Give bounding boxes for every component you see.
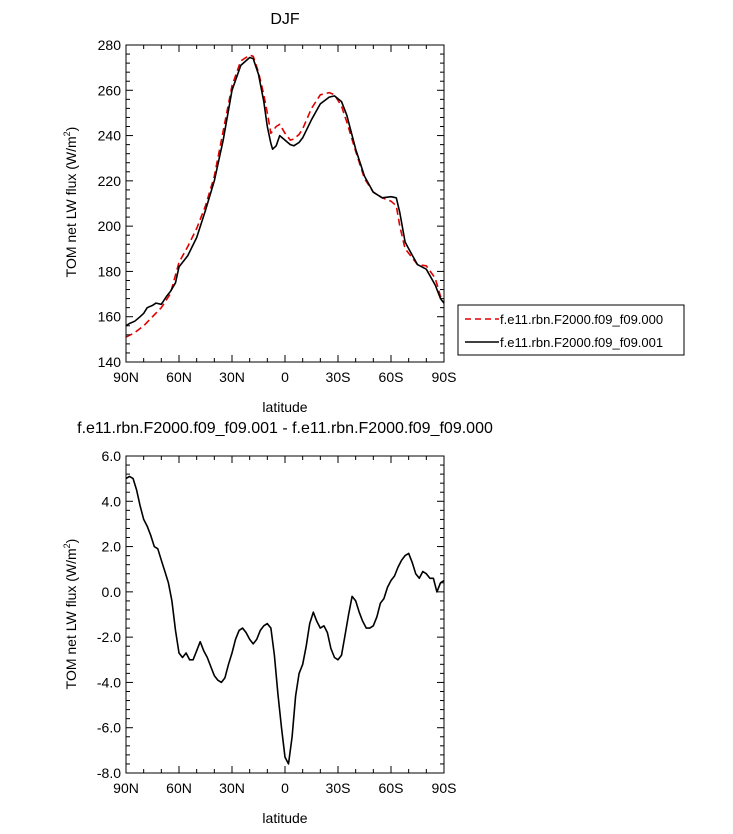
bottom-panel-y-axis-label-sup: 2	[62, 543, 72, 548]
bottom-panel-y-axis-label: TOM net LW flux (W/m2)	[62, 539, 79, 690]
bottom-panel-x-tick-label: 90S	[432, 780, 457, 796]
legend-box	[457, 304, 685, 356]
legend: f.e11.rbn.F2000.f09_f09.000 f.e11.rbn.F2…	[457, 304, 685, 356]
top-panel-x-tick-label: 60S	[379, 369, 404, 385]
bottom-panel-y-tick-label: 0.0	[102, 584, 122, 600]
top-panel-y-tick-label: 260	[98, 82, 122, 98]
top-panel-frame	[125, 44, 445, 363]
bottom-panel-y-tick-label: 4.0	[102, 493, 122, 509]
bottom-panel-y-axis-label-close: )	[63, 539, 79, 544]
legend-label-series-000: f.e11.rbn.F2000.f09_f09.000	[500, 312, 663, 327]
bottom-panel-x-tick-label: 30S	[326, 780, 351, 796]
bottom-panel-y-tick-label: -8.0	[97, 765, 121, 781]
top-panel: DJF 90N 60N 30N 0 30S 60S 90S 140 160 180 200 220 24…	[62, 11, 685, 415]
top-panel-y-tick-label: 220	[98, 173, 122, 189]
bottom-panel-y-tick-label: -2.0	[97, 629, 121, 645]
bottom-panel-ticks: 90N 60N 30N 0 30S 60S 90S -8.0 -6.0 -4.0 -2.0 0.0 2.…	[97, 448, 457, 796]
top-panel-y-tick-label: 280	[98, 37, 122, 53]
bottom-panel-y-tick-label: 2.0	[102, 539, 122, 555]
top-panel-x-tick-label: 0	[281, 369, 289, 385]
bottom-panel: f.e11.rbn.F2000.f09_f09.001 - f.e11.rbn.…	[62, 420, 493, 826]
bottom-panel-x-tick-label: 0	[281, 780, 289, 796]
top-panel-title: DJF	[270, 11, 300, 28]
top-panel-y-tick-label: 240	[98, 128, 122, 144]
top-panel-y-tick-label: 180	[98, 263, 122, 279]
bottom-panel-x-tick-label: 90N	[113, 780, 139, 796]
top-panel-ticks: 90N 60N 30N 0 30S 60S 90S 140 160 180 200 220 240 260…	[98, 37, 457, 385]
bottom-panel-series-line-1	[125, 475, 445, 765]
bottom-panel-x-tick-label: 30N	[219, 780, 245, 796]
legend-label-series-001: f.e11.rbn.F2000.f09_f09.001	[500, 335, 663, 350]
top-panel-y-axis-label-sup: 2	[62, 131, 72, 136]
top-panel-y-axis-label-main: TOM net LW flux (W/m	[63, 136, 79, 277]
top-panel-y-tick-label: 160	[98, 309, 122, 325]
top-panel-x-tick-label: 30N	[219, 369, 245, 385]
bottom-panel-y-tick-label: -4.0	[97, 674, 121, 690]
top-panel-y-tick-label: 140	[98, 354, 122, 370]
bottom-panel-y-axis-label-main: TOM net LW flux (W/m	[63, 548, 79, 689]
bottom-panel-x-axis-label: latitude	[262, 810, 307, 826]
top-panel-x-tick-label: 30S	[326, 369, 351, 385]
bottom-panel-x-tick-label: 60S	[379, 780, 404, 796]
bottom-panel-x-tick-label: 60N	[166, 780, 192, 796]
top-panel-x-axis-label: latitude	[262, 399, 307, 415]
bottom-panel-y-tick-label: 6.0	[102, 448, 122, 464]
top-panel-y-tick-label: 200	[98, 218, 122, 234]
top-panel-x-tick-label: 90N	[113, 369, 139, 385]
bottom-panel-title: f.e11.rbn.F2000.f09_f09.001 - f.e11.rbn.…	[77, 420, 493, 437]
top-panel-series-line-2	[125, 56, 445, 327]
bottom-panel-series	[125, 475, 445, 765]
top-panel-x-tick-label: 90S	[432, 369, 457, 385]
bottom-panel-y-tick-label: -6.0	[97, 720, 121, 736]
top-panel-series-line-1	[125, 54, 445, 338]
top-panel-series	[125, 54, 445, 338]
top-panel-x-tick-label: 60N	[166, 369, 192, 385]
top-panel-y-axis-label-close: )	[63, 127, 79, 132]
top-panel-y-axis-label: TOM net LW flux (W/m2)	[62, 127, 79, 278]
